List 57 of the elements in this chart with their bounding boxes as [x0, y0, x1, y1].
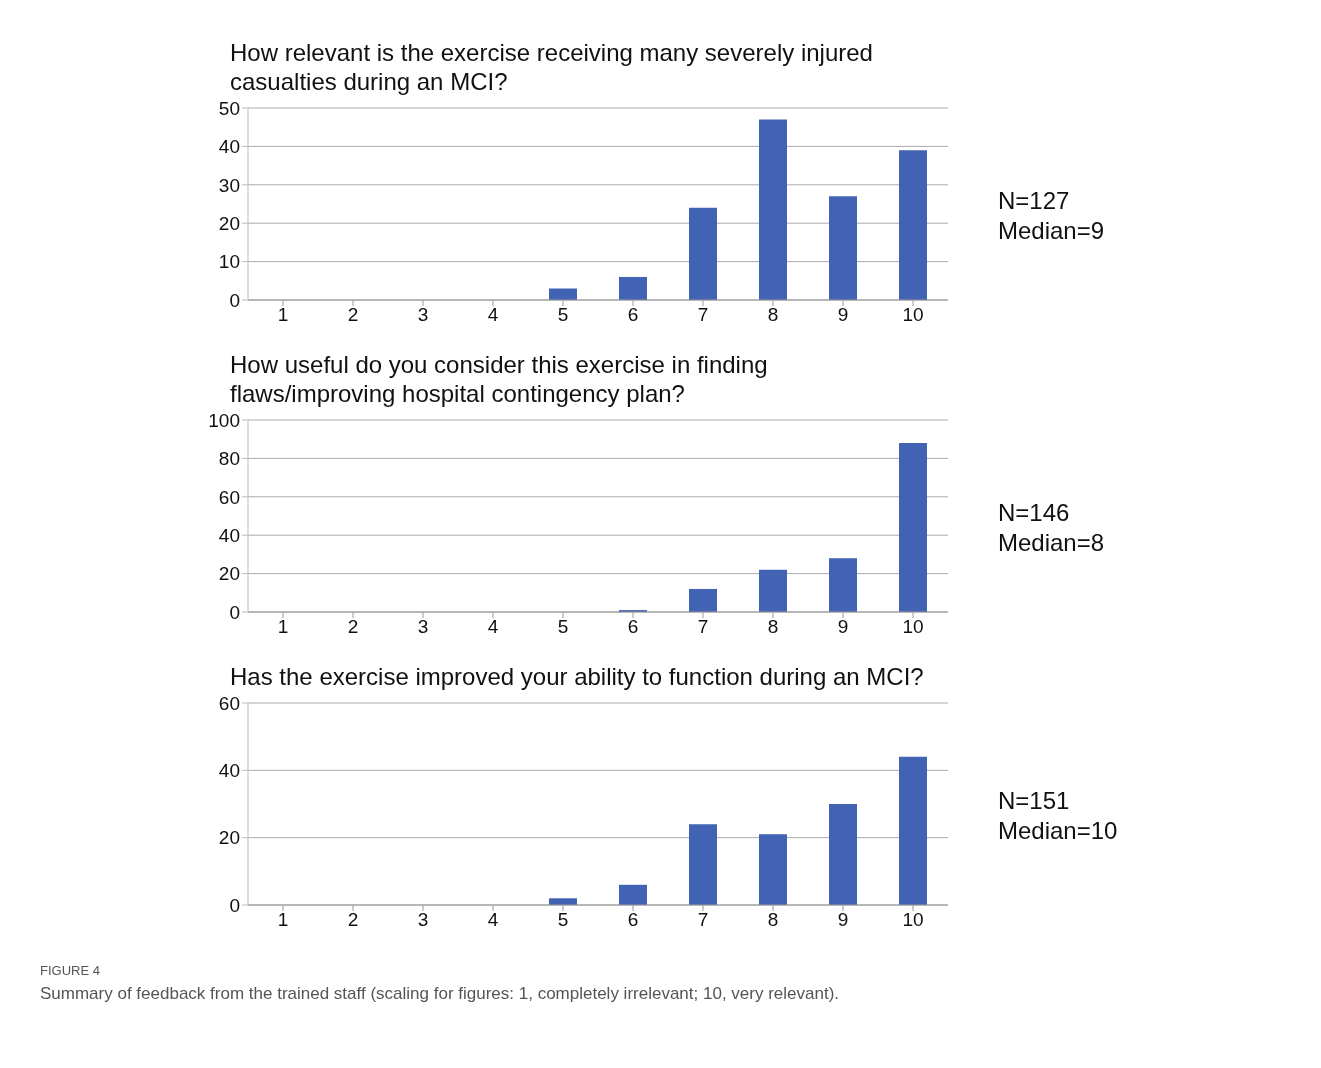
x-tick-label: 9 [837, 909, 849, 931]
x-tick-label: 4 [487, 616, 499, 638]
y-tick-label: 0 [229, 289, 240, 311]
text: Median=10 [998, 816, 1118, 846]
x-tick-label: 9 [837, 304, 849, 326]
x-tick-label: 6 [627, 616, 639, 638]
x-tick-label: 3 [417, 909, 429, 931]
x-tick-label: 2 [347, 616, 359, 638]
x-tick-label: 5 [557, 616, 569, 638]
y-tick-label: 10 [218, 251, 240, 273]
y-tick-label: 40 [218, 524, 240, 546]
x-tick-label: 7 [697, 616, 709, 638]
x-tick-label: 3 [417, 304, 429, 326]
text: N=146 [998, 498, 1071, 528]
x-tick-label: 6 [627, 304, 639, 326]
y-tick-label: 80 [218, 448, 240, 470]
x-tick-label: 4 [487, 304, 499, 326]
x-tick-label: 7 [697, 909, 709, 931]
x-tick-label: 10 [902, 304, 924, 326]
y-tick-label: 0 [229, 894, 240, 916]
x-tick-label: 1 [277, 909, 289, 931]
x-tick-label: 5 [557, 304, 569, 326]
y-tick-label: 60 [218, 692, 240, 714]
x-tick-label: 10 [902, 616, 924, 638]
y-tick-label: 50 [218, 97, 240, 119]
x-tick-label: 7 [697, 304, 709, 326]
x-tick-label: 4 [487, 909, 499, 931]
text: Summary of feedback from the trained staff (scaling for figures: 1, completely irrelevant; 10, very relevant). [40, 983, 841, 1005]
x-tick-label: 1 [277, 304, 289, 326]
text: Median=8 [998, 528, 1105, 558]
x-tick-label: 8 [767, 616, 779, 638]
y-tick-label: 40 [218, 760, 240, 782]
x-tick-label: 8 [767, 304, 779, 326]
y-tick-label: 20 [218, 563, 240, 585]
y-tick-label: 0 [229, 601, 240, 623]
x-tick-label: 8 [767, 909, 779, 931]
caption: FIGURE 4 [40, 962, 101, 980]
x-tick-label: 2 [347, 909, 359, 931]
y-tick-label: 40 [218, 136, 240, 158]
x-tick-label: 6 [627, 909, 639, 931]
y-tick-label: 20 [218, 212, 240, 234]
x-tick-label: 5 [557, 909, 569, 931]
x-tick-label: 2 [347, 304, 359, 326]
chart-title: How relevant is the exercise receiving many severely injured casualties during an MCI? [230, 38, 874, 96]
x-tick-label: 1 [277, 616, 289, 638]
x-tick-label: 10 [902, 909, 924, 931]
chart-title: Has the exercise improved your ability to function during an MCI? [230, 662, 925, 691]
text: N=127 [998, 186, 1071, 216]
text: Median=9 [998, 216, 1105, 246]
y-tick-label: 60 [218, 486, 240, 508]
chart-title: How useful do you consider this exercise in finding flaws/improving hospital contingency plan? [230, 350, 769, 408]
y-tick-label: 100 [208, 409, 240, 431]
x-tick-label: 9 [837, 616, 849, 638]
text: N=151 [998, 786, 1071, 816]
y-tick-label: 20 [218, 827, 240, 849]
x-tick-label: 3 [417, 616, 429, 638]
y-tick-label: 30 [218, 174, 240, 196]
